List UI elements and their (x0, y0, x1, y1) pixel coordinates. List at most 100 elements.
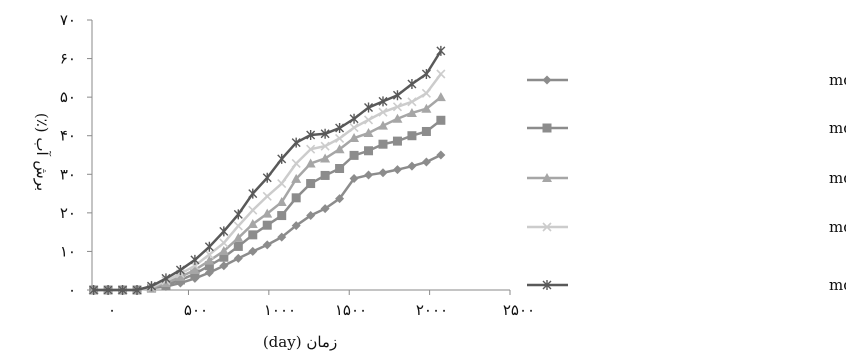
data-point (407, 131, 417, 141)
x-tick-label: ۵۰۰ (184, 301, 208, 319)
plot-area: ۰ ۱۰ ۲۰ ۳۰ ۴۰ ۵۰ ۶۰ ۷۰ ۰ ۵۰۰ ۱۰۰۰ ۱۵۰۰ ۲۰۰۰ ۲۵۰۰ زمان … (33, 11, 535, 351)
series-line (93, 119, 442, 292)
x-axis-title: زمان (day) (263, 333, 337, 351)
x-tick-label: ۱۰۰۰ (264, 301, 296, 319)
data-point (248, 246, 258, 256)
series-5 (89, 45, 446, 295)
data-point (291, 158, 301, 169)
data-point (262, 220, 272, 230)
data-point (320, 128, 330, 139)
x-tick-label: ۲۰۰۰ (416, 301, 448, 319)
data-point (421, 69, 431, 79)
data-point (204, 241, 214, 252)
data-point (146, 281, 156, 292)
data-point (320, 204, 330, 214)
data-point (421, 103, 432, 113)
legend-label: تراوایی شکاف= ۲۰۰ md (829, 71, 846, 89)
data-point (421, 88, 431, 98)
x-tick-label: ۰ (108, 301, 116, 319)
y-tick-label: ۵۰ (60, 88, 76, 106)
legend-label: تراوایی شکاف= ۸۰۰ md (829, 218, 846, 236)
legend-item: تراوایی شکاف= ۲۰۰ md (527, 71, 846, 89)
data-point (161, 273, 171, 284)
series-line (93, 96, 442, 292)
data-point (406, 107, 417, 117)
data-point (277, 211, 287, 221)
legend-item: تراوایی شکاف= ۸۰۰ md (527, 218, 846, 236)
data-point (378, 139, 388, 149)
data-point (262, 208, 273, 218)
y-tick-label: ۰ (68, 281, 76, 299)
data-point (421, 157, 431, 167)
data-point (392, 113, 403, 123)
data-point (233, 232, 244, 242)
data-point (248, 205, 258, 215)
data-point (233, 209, 243, 220)
x-tick-label: ۱۵۰۰ (335, 301, 367, 319)
legend-label: تراوایی شکاف= ۶۰۰ md (829, 169, 846, 187)
data-point (349, 174, 359, 184)
legend-label: تراوایی شکاف= ۱۰۰۰ md (829, 276, 846, 294)
y-tick-label: ۷۰ (60, 11, 76, 29)
data-point (277, 232, 287, 242)
data-point (248, 230, 258, 240)
data-point (542, 280, 552, 290)
data-point (435, 92, 446, 102)
data-point (542, 222, 552, 232)
data-point (291, 137, 301, 148)
data-point (233, 253, 243, 263)
data-point (204, 261, 214, 271)
y-tick-label: ۶۰ (60, 50, 76, 68)
data-point (335, 194, 345, 204)
data-point (277, 153, 287, 164)
data-point (436, 150, 446, 160)
data-point (392, 102, 403, 112)
data-point (407, 79, 417, 90)
data-point (349, 150, 359, 160)
data-point (248, 188, 258, 199)
legend-label: تراوایی شکاف= ۴۰۰ md (829, 119, 846, 137)
series-3 (88, 92, 446, 294)
y-tick-label: ۴۰ (60, 127, 76, 145)
data-point (349, 123, 359, 133)
data-point (306, 129, 316, 140)
data-point (363, 128, 374, 138)
data-point (542, 123, 552, 133)
data-point (233, 241, 243, 251)
data-point (291, 193, 301, 203)
data-point (364, 170, 374, 180)
data-point (436, 45, 446, 56)
data-point (103, 285, 113, 295)
data-point (306, 179, 316, 189)
series-2 (89, 115, 446, 295)
data-point (262, 172, 272, 183)
data-point (335, 123, 345, 133)
data-point (219, 261, 229, 271)
data-point (542, 173, 552, 182)
data-point (277, 178, 287, 189)
data-point (175, 264, 185, 275)
data-point (189, 264, 200, 274)
data-point (349, 113, 359, 124)
data-point (219, 238, 229, 248)
data-point (436, 115, 446, 125)
y-axis-title: برش آب (٪) (33, 113, 51, 191)
data-point (291, 221, 301, 231)
data-point (262, 240, 272, 250)
data-point (349, 133, 360, 143)
data-point (378, 107, 388, 117)
legend-item: تراوایی شکاف= ۶۰۰ md (527, 169, 846, 187)
data-point (233, 221, 243, 231)
data-point (320, 141, 330, 151)
data-point (320, 153, 331, 163)
data-point (190, 254, 200, 265)
data-point (407, 97, 417, 107)
data-point (89, 285, 99, 295)
data-point (306, 211, 316, 221)
data-point (306, 144, 316, 154)
x-tick-label: ۲۵۰۰ (503, 301, 535, 319)
data-point (175, 271, 186, 281)
data-point (219, 226, 229, 237)
data-point (392, 165, 402, 175)
